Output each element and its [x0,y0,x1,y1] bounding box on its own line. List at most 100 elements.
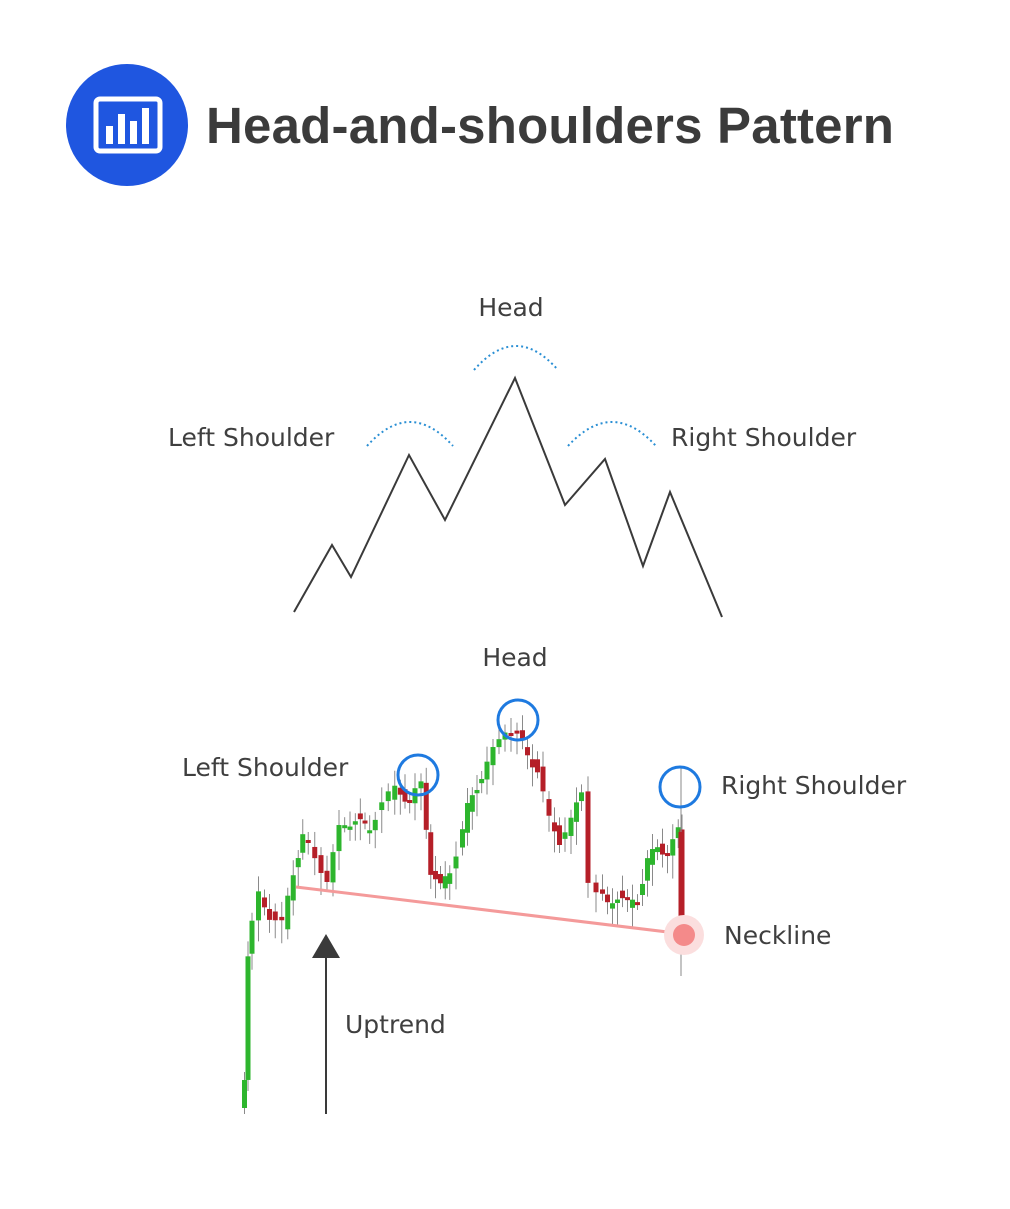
chart-right-shoulder-label: Right Shoulder [721,771,907,800]
candle-body [625,897,630,901]
candle-body [574,802,579,822]
candle-body [552,822,557,832]
candle-body [352,821,358,825]
page-title: Head-and-shoulders Pattern [206,97,895,154]
right-shoulder-marker [658,765,702,809]
candle-body [267,908,272,920]
candle-body [620,890,625,899]
candle-body [279,916,285,921]
candle-body [402,789,408,802]
candle-body [593,882,599,893]
candle-body [579,792,584,802]
candle-body [245,956,251,1080]
candle-body [262,897,267,908]
candle-body [640,883,645,896]
candle-body [367,830,373,834]
candle-body [285,895,291,930]
candle-body [423,782,429,830]
candle-body [392,785,398,800]
candle-body [665,853,670,857]
candle-body [428,832,434,875]
candle-body [670,839,676,856]
head-marker [496,698,540,742]
chart-head-label: Head [482,643,547,672]
candle-body [342,825,348,829]
neckline-marker [673,924,695,946]
candle-body [385,791,391,802]
candle-body [272,911,278,921]
candle-body [242,1080,247,1108]
uptrend-arrow-head [312,934,340,958]
candle-body [469,795,475,812]
head-arc [473,345,559,371]
candle-body [407,800,413,804]
left-shoulder-arc [366,421,454,447]
candle-body [256,891,261,921]
candle-body [562,832,568,839]
candle-body [508,732,514,736]
candle-body [635,902,640,906]
neckline-label: Neckline [724,921,831,950]
candle-body [678,832,684,932]
right-shoulder-arc [567,421,657,447]
candle-body [610,903,615,909]
candle-body [357,813,363,820]
logo-badge [66,64,188,186]
candle-body [300,834,306,853]
candle-body [318,855,324,873]
candle-body [347,826,353,830]
chart-left-shoulder-label: Left Shoulder [182,753,349,782]
candle-body [336,825,342,852]
candle-body [330,852,336,883]
neckline [295,885,685,936]
candle-body [362,820,368,824]
candle-body [372,819,378,831]
candle-body [295,858,301,868]
bar-chart-icon [93,96,163,154]
candle-body [397,787,403,795]
candle-body [479,778,485,784]
candle-body [465,803,470,833]
candle-body [447,873,453,884]
bar-chart-bars [106,108,149,144]
candle-body [496,739,502,748]
candle-body [600,889,605,894]
candle-body [568,817,574,836]
candle-body [490,747,496,766]
candle-body [442,876,448,889]
schematic-right-shoulder-label: Right Shoulder [671,423,857,452]
schematic-price-line [293,375,723,618]
candle-body [525,747,530,756]
schematic-left-shoulder-label: Left Shoulder [168,423,335,452]
candle-body [484,761,490,780]
candle-body [660,843,665,855]
candle-body [379,802,385,811]
candle-body [615,899,620,903]
candle-body [520,730,525,741]
candle-body [650,849,655,865]
candle-body [324,870,330,882]
candle-body [540,766,546,792]
schematic-head-label: Head [478,293,543,322]
candle-body [630,899,635,908]
candle-body [460,829,465,848]
candle-body [453,856,459,869]
candle-body [305,839,311,843]
candle-body [433,870,438,880]
candle-body [474,789,480,794]
candle-body [530,759,535,768]
candle-body [312,846,318,859]
candle-body [557,825,562,845]
candle-body [655,847,660,853]
candle-body [514,730,520,734]
logo-circle [66,64,188,186]
candle-body [546,799,552,816]
candle-body [290,875,296,901]
candle-body [535,759,540,773]
candle-body [675,827,681,839]
uptrend-label: Uptrend [345,1010,446,1039]
candle-body [605,894,610,903]
candle-body [438,874,443,884]
candle-body [249,920,255,954]
